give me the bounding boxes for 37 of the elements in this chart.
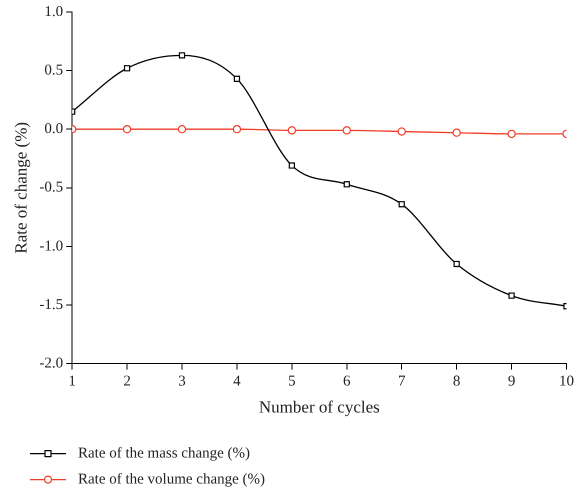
point bbox=[288, 126, 296, 135]
point bbox=[344, 181, 350, 188]
point bbox=[178, 125, 186, 134]
x-tick-label: 2 bbox=[123, 374, 131, 390]
y-tick-label: 1.0 bbox=[44, 4, 64, 20]
point bbox=[342, 126, 351, 135]
y-tick-label: -1.5 bbox=[39, 296, 64, 313]
point bbox=[234, 76, 240, 82]
x-tick-label: 5 bbox=[288, 374, 296, 390]
point bbox=[452, 128, 461, 137]
x-tick-label: 4 bbox=[233, 374, 242, 390]
legend-label: Rate of the mass change (%) bbox=[78, 446, 250, 462]
x-tick-label: 9 bbox=[508, 374, 516, 390]
legend-label: Rate of the volume change (%) bbox=[78, 472, 266, 488]
x-tick-label: 6 bbox=[343, 374, 352, 390]
point bbox=[124, 65, 130, 72]
point bbox=[507, 130, 516, 138]
x-tick-label: 10 bbox=[559, 374, 574, 390]
point bbox=[398, 201, 405, 208]
point bbox=[178, 52, 186, 59]
x-tick-label: 8 bbox=[452, 374, 460, 390]
point bbox=[122, 125, 132, 134]
y-axis-title: Rate of change (%) bbox=[12, 122, 31, 254]
point bbox=[288, 162, 296, 169]
x-tick-label: 1 bbox=[68, 374, 76, 390]
x-axis-title: Number of cycles bbox=[258, 397, 380, 416]
y-tick-label: 0.5 bbox=[44, 62, 64, 79]
point bbox=[508, 292, 515, 299]
point bbox=[232, 125, 242, 134]
y-tick-label: -1.0 bbox=[39, 238, 64, 254]
x-tick-label: 3 bbox=[178, 374, 186, 390]
point bbox=[398, 127, 406, 136]
point bbox=[454, 260, 460, 268]
x-tick-label: 7 bbox=[398, 374, 406, 390]
y-tick-label: 0.0 bbox=[44, 121, 64, 138]
y-tick-label: -0.5 bbox=[39, 180, 64, 196]
y-tick-label: -2.0 bbox=[39, 356, 64, 372]
